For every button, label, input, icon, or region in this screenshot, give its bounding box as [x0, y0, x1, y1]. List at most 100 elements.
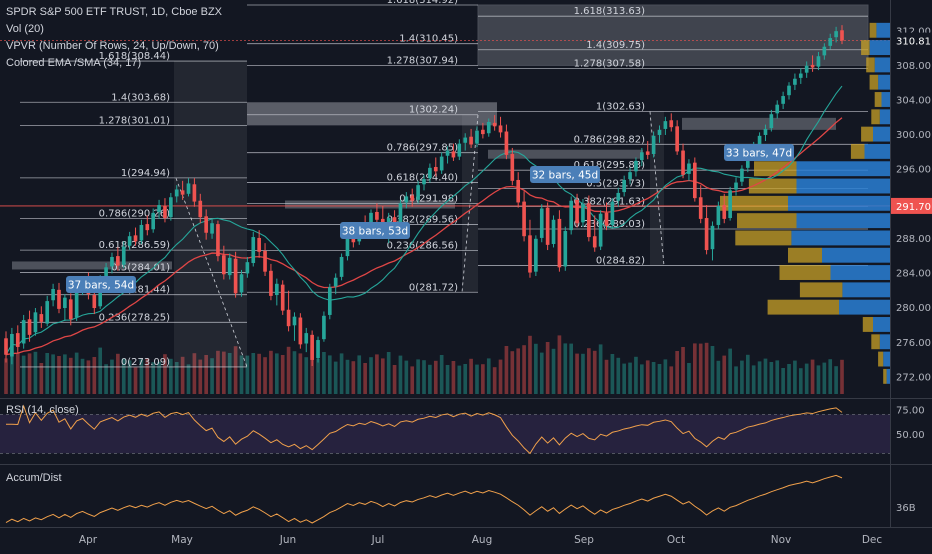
price-axis-tick: 304.00: [896, 96, 931, 107]
price-axis-tick: 272.00: [896, 372, 931, 383]
candle-body: [27, 319, 32, 335]
candle-body: [475, 130, 479, 144]
fib-extension-box: [477, 4, 869, 66]
candle-body: [504, 131, 509, 155]
candle-body: [398, 203, 403, 227]
volume-bar: [227, 353, 232, 394]
rsi-pane-label[interactable]: RSI (14, close): [6, 404, 79, 416]
rsi-axis-tick: 50.00: [896, 430, 925, 441]
accum-dist-pane-label[interactable]: Accum/Dist: [6, 472, 62, 484]
vpvr-bar-down: [735, 230, 792, 246]
volume-bar: [587, 348, 591, 394]
volume-bar: [445, 365, 450, 394]
vpvr-bar-up: [796, 213, 890, 229]
volume-bar: [422, 360, 426, 394]
volume-bar: [39, 363, 44, 394]
candle-body: [439, 156, 444, 171]
volume-bar: [145, 358, 150, 394]
candle-body: [528, 235, 532, 273]
candle-body: [704, 218, 709, 251]
price-axis-tick: 284.00: [896, 269, 931, 280]
candle-body: [121, 246, 126, 265]
fib-level-label: 0.786(298.82): [574, 134, 646, 145]
fib-level-label: 0(281.72): [409, 282, 458, 293]
vpvr-bar-up: [876, 22, 890, 38]
volume-bar: [345, 359, 350, 394]
price-axis-tick: 280.00: [896, 303, 931, 314]
volume-bar: [274, 353, 279, 394]
indicator-volume[interactable]: Vol (20): [6, 23, 44, 35]
bars-range-label: 33 bars, 47d: [726, 148, 792, 160]
candle-body: [663, 121, 668, 129]
time-axis-month: Aug: [472, 534, 493, 546]
candle-body: [339, 256, 344, 277]
volume-bar: [280, 355, 285, 394]
candle-body: [4, 338, 8, 355]
candle-body: [563, 231, 568, 267]
candle-body: [304, 333, 309, 344]
volume-bar: [793, 360, 797, 394]
volume-bar: [410, 366, 415, 394]
candle-body: [369, 212, 373, 231]
vpvr-bar-down: [767, 299, 839, 315]
rsi-axis-tick: 75.00: [896, 406, 925, 417]
candle-body: [257, 237, 261, 252]
volume-bar: [681, 347, 685, 394]
fib-level-label: 1.278(307.94): [387, 55, 459, 66]
volume-bar: [198, 359, 203, 394]
volume-bar: [192, 353, 197, 394]
vpvr-bar-down: [869, 74, 879, 90]
candle-body: [828, 38, 833, 46]
volume-bar: [757, 361, 762, 394]
volume-bar: [428, 364, 432, 394]
volume-bar: [634, 356, 638, 394]
candle-body: [192, 184, 197, 202]
volume-bar: [651, 362, 656, 394]
volume-bar: [840, 359, 844, 394]
volume-bar: [322, 352, 326, 394]
vpvr-bar-up: [879, 334, 890, 350]
indicator-ema-sma[interactable]: Colored EMA /SMA (34, 17): [6, 57, 142, 69]
bars-range-badge: [340, 222, 410, 239]
candle-body: [422, 179, 426, 185]
vpvr-bar-down: [871, 109, 880, 125]
fib-level-label: 1.4(310.45): [399, 34, 458, 45]
candle-body: [510, 154, 515, 181]
volume-bar: [834, 366, 838, 394]
volume-bar: [327, 355, 332, 394]
volume-bar: [186, 364, 191, 394]
volume-bar: [598, 344, 603, 394]
candle-body: [345, 236, 350, 257]
fib-level-label: 0.236(286.56): [387, 240, 459, 251]
vpvr-bar-down: [883, 368, 887, 384]
volume-bar: [98, 347, 103, 394]
volume-bar: [622, 363, 626, 394]
candle-body: [416, 185, 420, 200]
fib-level-label: 1(302.24): [409, 105, 458, 116]
candle-body: [775, 104, 780, 114]
volume-bar: [557, 335, 562, 394]
volume-bar: [457, 365, 462, 394]
volume-bar: [357, 355, 362, 394]
volume-bar: [398, 355, 403, 394]
volume-bar: [151, 362, 156, 394]
candle-body: [610, 201, 615, 225]
indicator-vpvr[interactable]: VPVR (Number Of Rows, 24, Up/Down, 70): [6, 40, 219, 52]
volume-bar: [581, 353, 585, 394]
candle-body: [45, 301, 50, 324]
fib-level-label: 1.278(307.58): [574, 59, 646, 70]
volume-bar: [121, 358, 126, 394]
volume-bar: [45, 353, 50, 394]
candle-body: [245, 262, 250, 274]
volume-bar: [775, 360, 780, 394]
time-axis-month: Nov: [771, 534, 792, 546]
bars-range-label: 32 bars, 45d: [532, 170, 598, 182]
bars-range-badge: [530, 166, 600, 183]
fib-level-label: 1.618(308.44): [99, 51, 171, 62]
volume-bar: [316, 359, 320, 394]
candle-body: [428, 167, 432, 179]
candle-body: [327, 287, 332, 315]
fib-level-label: 1.618(313.63): [574, 6, 646, 17]
